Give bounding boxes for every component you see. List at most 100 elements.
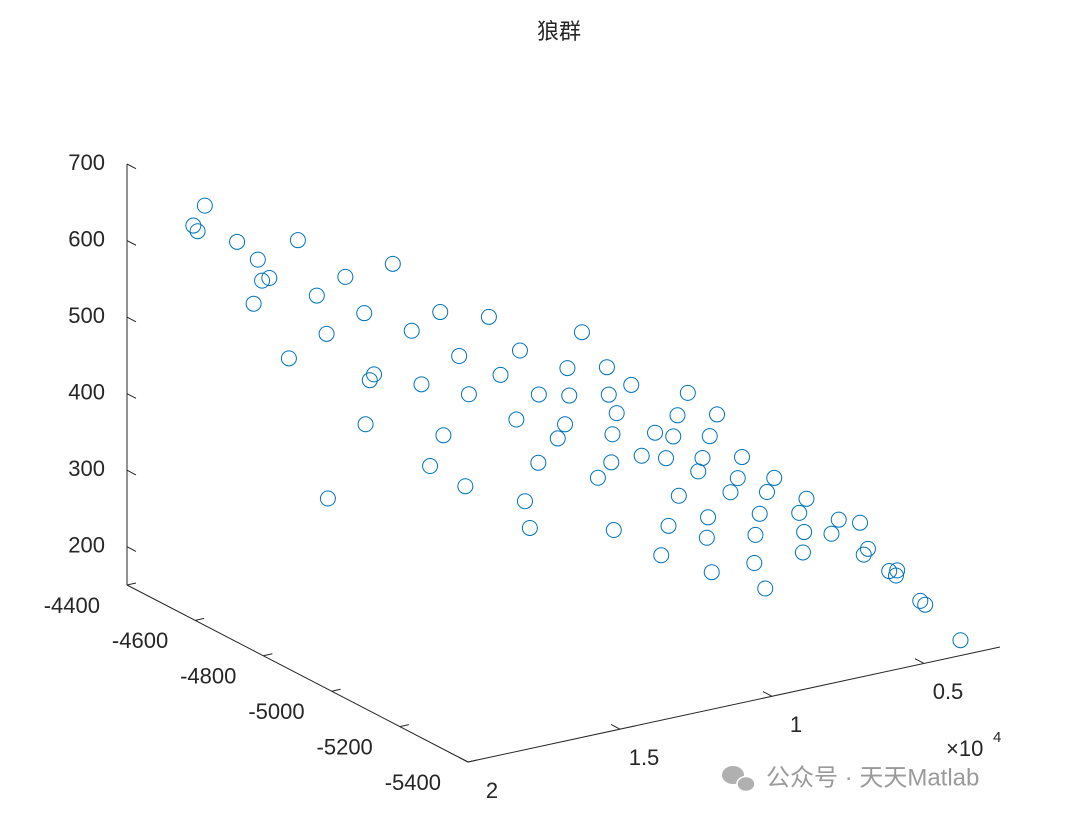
point bbox=[604, 426, 621, 443]
point bbox=[516, 493, 533, 510]
point bbox=[492, 366, 509, 383]
point bbox=[669, 407, 686, 424]
point bbox=[660, 517, 677, 534]
point bbox=[729, 470, 746, 487]
point bbox=[952, 632, 969, 649]
y-tick-label: -4800 bbox=[180, 664, 236, 689]
point bbox=[357, 416, 374, 433]
point bbox=[356, 305, 373, 322]
z-tick bbox=[126, 240, 137, 246]
y-tick bbox=[331, 688, 341, 692]
point bbox=[700, 509, 717, 526]
point bbox=[185, 217, 202, 234]
point bbox=[366, 366, 383, 383]
z-tick-label: 300 bbox=[68, 456, 105, 481]
x-tick-label: 2 bbox=[486, 778, 498, 803]
x-tick-label: 1.5 bbox=[629, 745, 660, 770]
point bbox=[254, 272, 271, 289]
point bbox=[881, 563, 898, 580]
point bbox=[600, 386, 617, 403]
point bbox=[912, 592, 929, 609]
chart-title: 狼群 bbox=[537, 19, 581, 44]
point bbox=[289, 232, 306, 249]
y-tick-label: -5000 bbox=[248, 699, 304, 724]
point bbox=[557, 416, 574, 433]
point bbox=[598, 359, 615, 376]
watermark-icon bbox=[736, 775, 756, 793]
watermark: 公众号 · 天天Matlab bbox=[722, 764, 979, 793]
point bbox=[361, 372, 378, 389]
point bbox=[823, 525, 840, 542]
point bbox=[623, 376, 640, 393]
point bbox=[794, 544, 811, 561]
point bbox=[791, 504, 808, 521]
point bbox=[337, 268, 354, 285]
point bbox=[319, 490, 336, 507]
point bbox=[633, 447, 650, 464]
point bbox=[229, 233, 246, 250]
z-tick bbox=[126, 393, 137, 399]
point bbox=[549, 430, 566, 447]
point bbox=[451, 348, 468, 365]
point bbox=[653, 547, 670, 564]
z-tick-label: 200 bbox=[68, 533, 105, 558]
point bbox=[530, 386, 547, 403]
y-tick bbox=[399, 724, 409, 728]
point bbox=[855, 546, 872, 563]
point bbox=[280, 350, 297, 367]
z-tick-label: 500 bbox=[68, 303, 105, 328]
point bbox=[318, 325, 335, 342]
point bbox=[413, 376, 430, 393]
z-tick bbox=[126, 163, 137, 170]
z-tick-label: 600 bbox=[68, 226, 105, 251]
point bbox=[521, 519, 538, 536]
y-tick bbox=[467, 759, 478, 763]
x-tick bbox=[610, 723, 621, 730]
point bbox=[658, 450, 674, 467]
point bbox=[766, 469, 783, 486]
point bbox=[245, 295, 262, 312]
x-tick bbox=[914, 658, 925, 664]
y-tick bbox=[126, 582, 137, 586]
point bbox=[709, 406, 726, 423]
z-tick-label: 700 bbox=[68, 150, 105, 175]
x-tick-label: 1 bbox=[790, 712, 802, 737]
y-tick bbox=[195, 617, 205, 621]
point bbox=[603, 454, 620, 471]
point bbox=[403, 322, 420, 339]
point bbox=[859, 540, 876, 557]
y-tick-label: -5200 bbox=[317, 734, 373, 759]
y-axis bbox=[126, 584, 469, 763]
point bbox=[734, 449, 750, 466]
point bbox=[249, 251, 266, 268]
point bbox=[432, 304, 449, 321]
watermark-text: 公众号 · 天天Matlab bbox=[766, 764, 979, 791]
y-tick bbox=[263, 653, 273, 657]
point bbox=[694, 449, 711, 466]
point bbox=[261, 269, 278, 286]
z-tick-label: 400 bbox=[68, 379, 105, 404]
point bbox=[608, 405, 625, 422]
point bbox=[889, 562, 906, 579]
point bbox=[189, 223, 206, 240]
x-tick-label: 0.5 bbox=[933, 679, 964, 704]
point bbox=[196, 197, 213, 214]
x-exponent-power: 4 bbox=[993, 729, 1001, 746]
point bbox=[457, 478, 474, 495]
x-exponent: ×10 4 bbox=[946, 729, 1001, 761]
point bbox=[757, 580, 774, 597]
y-tick-label: -4400 bbox=[44, 593, 100, 618]
point bbox=[887, 567, 904, 584]
point bbox=[422, 458, 439, 475]
point bbox=[679, 384, 696, 401]
z-tick bbox=[126, 316, 137, 323]
point bbox=[796, 524, 813, 541]
point bbox=[508, 411, 525, 428]
point bbox=[647, 424, 664, 441]
point bbox=[698, 529, 715, 546]
point bbox=[460, 386, 477, 403]
point bbox=[559, 360, 576, 377]
point bbox=[665, 428, 682, 445]
point bbox=[670, 487, 687, 504]
